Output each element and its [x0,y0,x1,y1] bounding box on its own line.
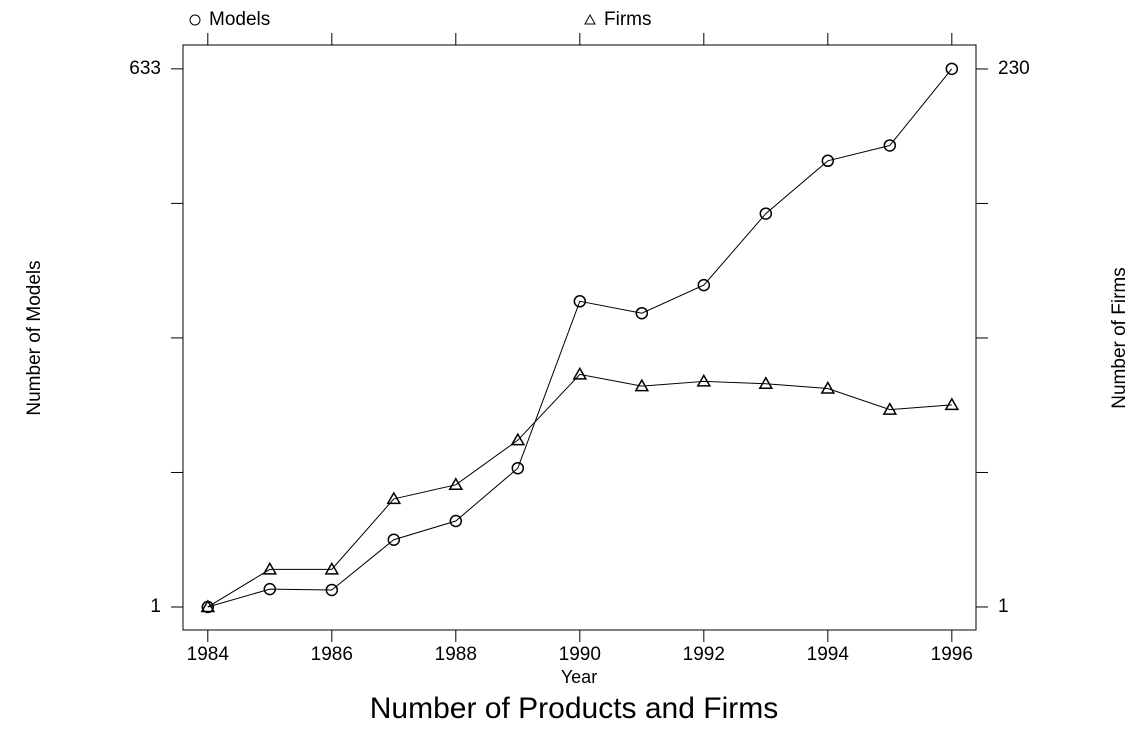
point-marker [449,514,463,528]
point-marker [263,582,277,596]
x-tick-label: 1990 [559,644,601,665]
x-tick-label: 1984 [187,644,230,665]
legend-label: Models [209,9,270,30]
point-marker [696,373,712,387]
point-marker [386,491,402,505]
series-line [207,68,953,608]
point-marker [324,561,340,575]
point-marker [511,461,525,475]
legend-marker [189,14,201,26]
point-marker [944,397,960,411]
point-marker [262,561,278,575]
plot-frame [182,44,977,631]
y-tick-label: 1 [150,596,161,617]
point-marker [325,583,339,597]
point-marker [820,380,836,394]
x-tick-label: 1988 [435,644,477,665]
legend-marker [584,13,596,25]
point-marker [759,207,773,220]
point-marker [572,366,588,380]
y2-tick-label: 1 [998,596,1009,617]
y2-tick-label: 230 [998,58,1030,79]
point-marker [882,402,898,415]
x-tick-label: 1986 [311,644,353,665]
y-axis-label: Number of Models [24,260,45,415]
x-tick-label: 1996 [931,644,973,665]
point-marker [573,295,587,308]
legend-label: Firms [604,9,651,30]
x-axis-label: Year [561,667,597,687]
x-tick-label: 1994 [807,644,850,665]
point-marker [200,599,216,613]
y-tick-label: 633 [129,58,161,79]
point-marker [634,378,650,392]
point-marker [883,139,897,152]
point-marker [697,278,711,292]
point-marker [510,432,526,446]
point-marker [448,477,464,491]
series-line [207,373,952,608]
point-marker [758,376,774,390]
x-tick-label: 1992 [683,644,725,665]
chart-title: Number of Products and Firms [370,692,778,725]
point-marker [387,533,401,546]
point-marker [635,306,649,320]
point-marker [945,62,959,76]
y2-axis-label: Number of Firms [1109,267,1130,408]
point-marker [821,154,835,168]
